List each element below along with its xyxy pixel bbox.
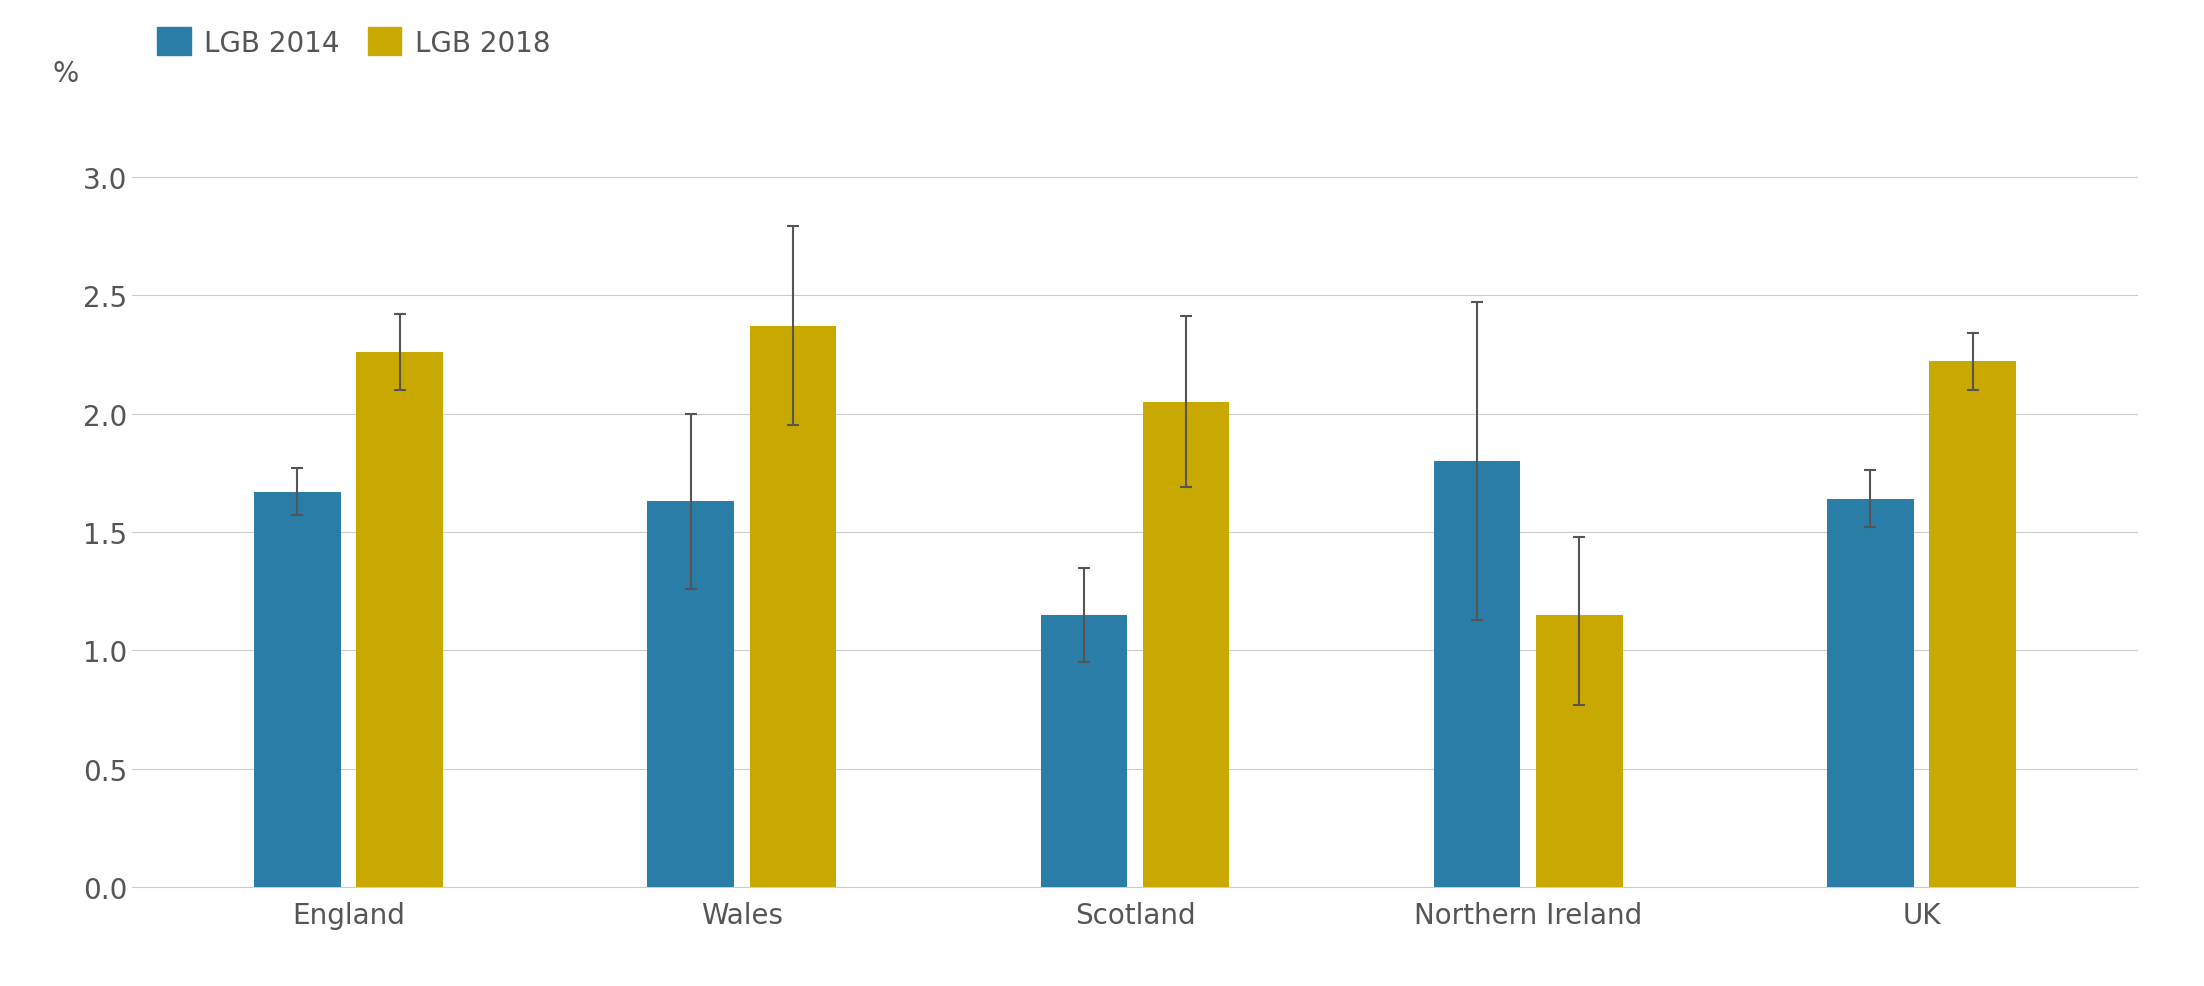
Bar [1144,402,1230,887]
Bar [749,326,835,887]
Bar [1827,499,1913,887]
Bar [648,502,734,887]
Text: %: % [53,59,79,88]
Legend: LGB 2014, LGB 2018: LGB 2014, LGB 2018 [145,17,562,69]
Bar [1536,615,1622,887]
Bar [357,353,443,887]
Bar [1040,615,1126,887]
Bar [1928,362,2017,887]
Bar [1435,461,1521,887]
Bar [253,492,342,887]
